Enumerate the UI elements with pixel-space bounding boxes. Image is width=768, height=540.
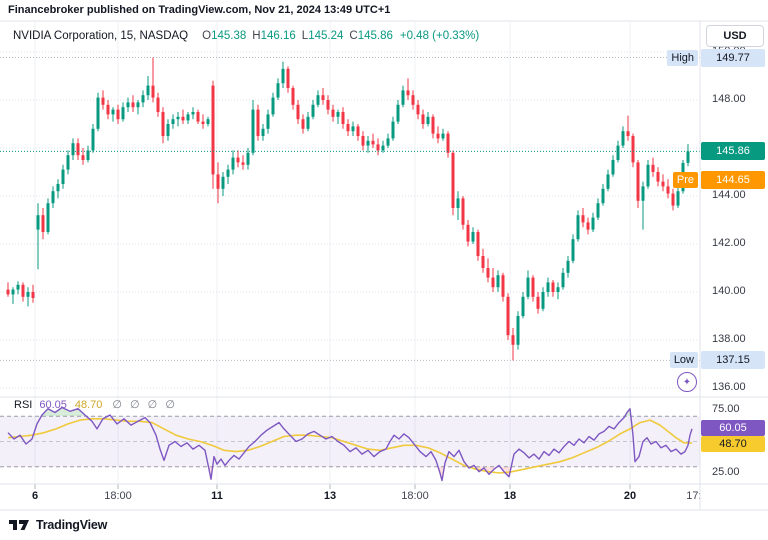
low-value: 145.24 bbox=[308, 30, 344, 42]
rsi-axis-tick: 25.00 bbox=[712, 466, 740, 478]
time-axis-tick: 13 bbox=[323, 490, 337, 502]
time-axis[interactable]: 6 18:00 11 13 18:00 18 20 17:00 bbox=[0, 484, 700, 510]
time-axis-tick: 20 bbox=[623, 490, 637, 502]
symbol-legend[interactable]: NVIDIA Corporation, 15, NASDAQ O145.38 H14… bbox=[13, 30, 479, 42]
low-tag: Low bbox=[669, 352, 698, 368]
rsi-ma-current-value: 48.70 bbox=[74, 399, 103, 411]
rsi-empty-values: ∅ ∅ ∅ ∅ bbox=[112, 399, 175, 411]
tradingview-brand-text: TradingView bbox=[36, 517, 108, 532]
time-axis-tick: 18:00 bbox=[104, 490, 132, 502]
rsi-indicator-label: RSI bbox=[14, 399, 33, 411]
rsi-current-value: 60.05 bbox=[39, 399, 67, 411]
premarket-tag: Pre bbox=[672, 172, 698, 188]
price-axis-tick: 142.00 bbox=[712, 237, 746, 249]
close-value: 145.86 bbox=[357, 30, 393, 42]
high-value: 146.16 bbox=[260, 30, 296, 42]
close-label: C bbox=[349, 30, 358, 42]
premarket-price-badge: 144.65 bbox=[701, 171, 765, 189]
change-value: +0.48 (+0.33%) bbox=[399, 30, 480, 42]
price-axis-tick: 148.00 bbox=[712, 93, 746, 105]
low-label: L bbox=[301, 30, 309, 42]
price-axis-tick: 138.00 bbox=[712, 333, 746, 345]
price-axis-tick: 144.00 bbox=[712, 189, 746, 201]
time-axis-tick: 6 bbox=[31, 490, 39, 502]
rsi-value-badge: 60.05 bbox=[701, 420, 765, 436]
rsi-legend[interactable]: RSI 60.05 48.70 ∅ ∅ ∅ ∅ bbox=[14, 398, 175, 411]
price-axis-tick: 140.00 bbox=[712, 285, 746, 297]
time-axis-tick: 11 bbox=[211, 490, 223, 502]
last-price-badge: 145.86 bbox=[701, 142, 765, 160]
time-axis-tick: 17:00 bbox=[686, 490, 700, 502]
high-label: H bbox=[252, 30, 261, 42]
high-tag: High bbox=[667, 50, 698, 66]
time-axis-tick: 18 bbox=[503, 490, 517, 502]
rsi-ma-value-badge: 48.70 bbox=[701, 436, 765, 452]
tradingview-logo-icon bbox=[9, 520, 29, 530]
low-price-badge: 137.15 bbox=[701, 351, 765, 369]
rsi-axis-tick: 75.00 bbox=[712, 403, 740, 415]
quick-add-button[interactable]: ✦ bbox=[677, 372, 697, 392]
price-axis-tick: 136.00 bbox=[712, 381, 746, 393]
symbol-title: NVIDIA Corporation, 15, NASDAQ bbox=[13, 30, 189, 42]
high-price-badge: 149.77 bbox=[701, 49, 765, 67]
plus-star-icon: ✦ bbox=[682, 376, 692, 388]
footer: TradingView bbox=[8, 516, 107, 533]
currency-toggle-button[interactable]: USD bbox=[706, 25, 764, 47]
attribution-text: Financebroker published on TradingView.c… bbox=[8, 4, 391, 16]
time-axis-tick: 18:00 bbox=[401, 490, 429, 502]
price-axis-column[interactable]: 150.00148.00146.00144.00142.00140.00138.… bbox=[700, 0, 768, 540]
open-label: O bbox=[202, 30, 212, 42]
open-value: 145.38 bbox=[211, 30, 247, 42]
